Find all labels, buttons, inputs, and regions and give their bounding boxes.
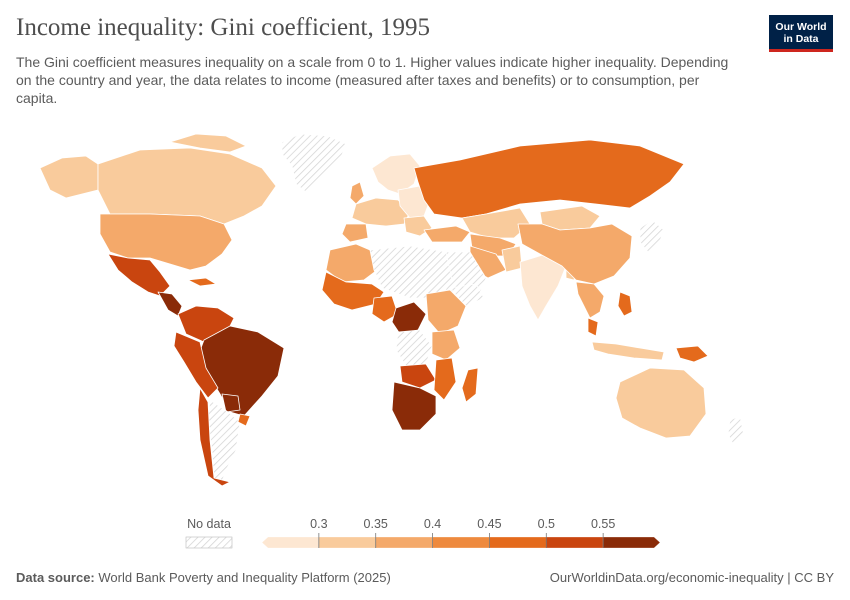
region-central-america[interactable] [157,291,183,317]
region-indochina[interactable] [575,281,605,319]
legend-bin-2[interactable] [318,536,376,549]
legend-tick-label: 0.3 [310,517,327,531]
region-malaysia[interactable] [587,317,599,337]
legend-no-data-label: No data [187,517,231,531]
legend-tick-label: 0.4 [424,517,441,531]
logo-line-2: in Data [783,33,819,45]
chart-title: Income inequality: Gini coefficient, 199… [16,14,431,41]
region-sahara[interactable] [369,245,453,299]
region-uk[interactable] [349,181,365,205]
region-central-africa[interactable] [391,301,427,335]
region-russia[interactable] [413,139,685,219]
legend-bin-7[interactable] [602,536,661,549]
world-map [39,133,745,487]
legend-no-data-swatch[interactable] [185,536,233,549]
region-turkey[interactable] [423,225,471,243]
region-mexico[interactable] [107,253,171,297]
region-peru-bolivia[interactable] [173,331,219,399]
source-url[interactable]: OurWorldinData.org/economic-inequality |… [549,570,834,585]
logo-line-1: Our World [775,21,827,33]
legend-bin-3[interactable] [375,536,433,549]
region-iberia[interactable] [341,223,369,243]
region-tanzania[interactable] [431,329,461,361]
legend-bin-1[interactable] [261,536,320,549]
legend-bin-6[interactable] [546,536,604,549]
region-madagascar[interactable] [461,367,479,403]
footer: Data source: World Bank Poverty and Ineq… [16,570,834,585]
region-caribbean[interactable] [187,277,217,287]
region-chile[interactable] [197,387,231,487]
region-philippines[interactable] [617,291,633,317]
owid-logo[interactable]: Our World in Data [769,15,833,52]
region-mozambique[interactable] [433,357,457,401]
legend-tick-label: 0.35 [364,517,388,531]
region-scandinavia[interactable] [371,153,421,195]
source-text[interactable]: World Bank Poverty and Inequality Platfo… [98,570,391,585]
region-korea-japan[interactable] [639,219,665,253]
chart-subtitle: The Gini coefficient measures inequality… [16,54,729,106]
region-horn-africa[interactable] [449,283,485,307]
region-north-africa-west[interactable] [325,243,381,283]
region-uruguay[interactable] [237,413,251,427]
region-indonesia[interactable] [591,341,665,361]
map-legend: No data 0.3 0.35 0.4 0.45 0.5 0.55 [185,517,661,549]
region-southern-africa[interactable] [391,381,437,431]
legend-tick-label: 0.55 [591,517,615,531]
region-zambia[interactable] [399,363,437,389]
region-new-zealand[interactable] [727,415,745,447]
region-paraguay[interactable] [221,393,241,413]
region-australia[interactable] [615,367,707,439]
legend-bin-4[interactable] [432,536,490,549]
region-alaska[interactable] [39,155,99,199]
region-pakistan[interactable] [501,245,523,273]
region-usa[interactable] [99,213,233,271]
legend-tick-label: 0.5 [538,517,555,531]
region-east-africa[interactable] [425,289,467,335]
region-canada[interactable] [97,147,277,225]
region-png[interactable] [675,345,709,363]
legend-bin-5[interactable] [489,536,547,549]
region-western-europe[interactable] [351,197,411,227]
region-nigeria[interactable] [371,295,399,323]
source-label: Data source: [16,570,95,585]
region-greenland[interactable] [281,133,347,193]
region-congo-angola[interactable] [395,329,433,367]
region-china[interactable] [517,223,633,285]
legend-tick-label: 0.45 [477,517,501,531]
region-canada-islands[interactable] [169,133,247,153]
